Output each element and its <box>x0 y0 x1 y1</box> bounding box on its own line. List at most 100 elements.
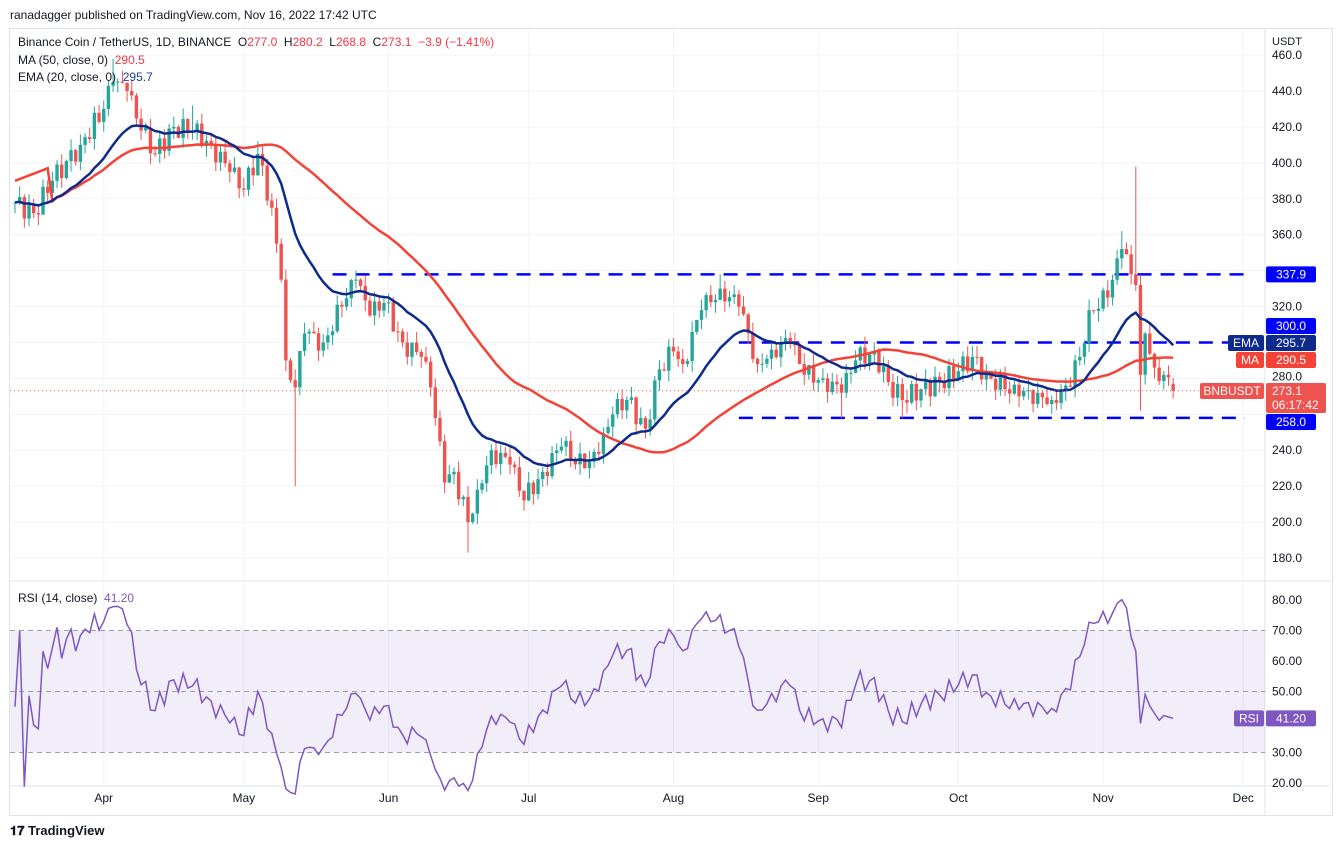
candle-body <box>1087 310 1091 344</box>
candle-body <box>643 418 648 429</box>
candle-body <box>867 354 872 364</box>
candle-body <box>349 280 353 299</box>
candle-body <box>1120 249 1124 259</box>
candle-body <box>676 351 680 360</box>
candle-body <box>895 384 900 398</box>
footer-brand: TradingView <box>28 823 105 838</box>
candle-body <box>634 397 638 425</box>
candle-body <box>200 123 204 147</box>
candle-body <box>1073 360 1077 387</box>
candle-body <box>377 301 381 311</box>
candle-body <box>27 204 31 219</box>
x-tick-label: Dec <box>1233 791 1254 805</box>
candle-body <box>942 381 947 389</box>
x-tick-label: Aug <box>663 791 684 805</box>
candle-body <box>975 356 979 358</box>
ema-tag-bg <box>1228 335 1264 351</box>
candle-body <box>662 369 666 371</box>
bar-countdown: 06:17:42 <box>1272 398 1319 412</box>
candle-body <box>461 496 466 500</box>
rsi-tick-label: 80.00 <box>1272 593 1302 607</box>
rsi-tick-label: 30.00 <box>1272 746 1302 760</box>
level-price-tag-bg <box>1266 318 1316 334</box>
candle-body <box>1031 390 1035 404</box>
candle-body <box>914 384 919 401</box>
tradingview-logo[interactable]: 𝟏𝟕 TradingView <box>10 823 104 839</box>
candle-body <box>494 450 498 465</box>
ema-price-tag: 295.7 <box>1276 336 1306 350</box>
y-tick-label: 220.0 <box>1272 479 1302 493</box>
candle-body <box>111 82 115 86</box>
candle-body <box>1082 343 1087 357</box>
candle-body <box>821 378 825 381</box>
candle-body <box>293 380 297 388</box>
candle-body <box>681 359 685 365</box>
candle-body <box>195 123 199 131</box>
level-price-tag-bg <box>1266 414 1316 430</box>
rsi-value: 41.20 <box>104 591 135 605</box>
candle-body <box>989 374 993 379</box>
ema-line <box>14 124 1175 468</box>
candle-body <box>358 279 363 286</box>
candle-body <box>601 433 606 454</box>
candle-body <box>274 207 279 244</box>
candle-body <box>732 294 736 298</box>
candle-body <box>891 381 895 398</box>
candle-body <box>527 482 531 501</box>
candle-body <box>1059 390 1063 404</box>
candle-body <box>769 349 774 359</box>
candle-body <box>1152 353 1157 368</box>
candle-body <box>970 356 975 372</box>
candle-body <box>298 350 302 388</box>
candle-body <box>419 351 423 357</box>
candle-body <box>713 299 718 303</box>
rsi-legend[interactable]: RSI (14, close) 41.20 <box>18 591 134 605</box>
ema-legend[interactable]: EMA (20, close, 0) 295.7 <box>18 70 153 84</box>
candle-body <box>125 82 129 92</box>
candle-body <box>760 363 764 365</box>
candle-body <box>788 337 792 343</box>
ma-legend[interactable]: MA (50, close, 0) 290.5 <box>18 53 145 67</box>
candle-body <box>88 137 92 139</box>
ma-tag: MA <box>1241 353 1259 367</box>
candle-body <box>312 331 316 334</box>
candle-body <box>961 356 965 372</box>
candle-body <box>746 314 750 334</box>
candle-body <box>653 380 657 420</box>
candle-body <box>167 128 171 151</box>
candle-body <box>97 112 101 122</box>
candle-body <box>321 342 325 351</box>
candle-body <box>284 279 288 361</box>
candle-body <box>1124 249 1129 255</box>
chart-frame[interactable] <box>9 28 1333 816</box>
candle-body <box>92 112 97 139</box>
candle-body <box>83 137 87 145</box>
candle-body <box>214 144 218 163</box>
candle-body <box>774 349 778 358</box>
candle-body <box>1040 392 1045 398</box>
candle-body <box>186 119 190 133</box>
candle-body <box>909 384 914 403</box>
candle-body <box>181 119 185 138</box>
y-tick-label: 380.0 <box>1272 192 1302 206</box>
y-tick-label: 280.0 <box>1272 369 1302 383</box>
candle-body <box>755 358 760 365</box>
candle-body <box>559 446 564 451</box>
candle-body <box>741 306 746 315</box>
candle-body <box>517 467 522 491</box>
candle-body <box>428 361 433 388</box>
y-tick-label: 180.0 <box>1272 551 1302 565</box>
candle-body <box>956 371 961 379</box>
level-price-tag: 300.0 <box>1276 319 1306 333</box>
candle-body <box>55 164 59 181</box>
level-price-tag-bg <box>1266 266 1316 283</box>
rsi-tick-label: 60.00 <box>1272 654 1302 668</box>
candle-body <box>442 441 447 483</box>
candle-body <box>139 118 143 131</box>
candle-body <box>900 384 904 400</box>
candle-body <box>508 456 512 465</box>
change-value: −3.9 (−1.41%) <box>418 35 495 49</box>
candle-body <box>886 366 890 382</box>
candle-body <box>933 376 937 397</box>
